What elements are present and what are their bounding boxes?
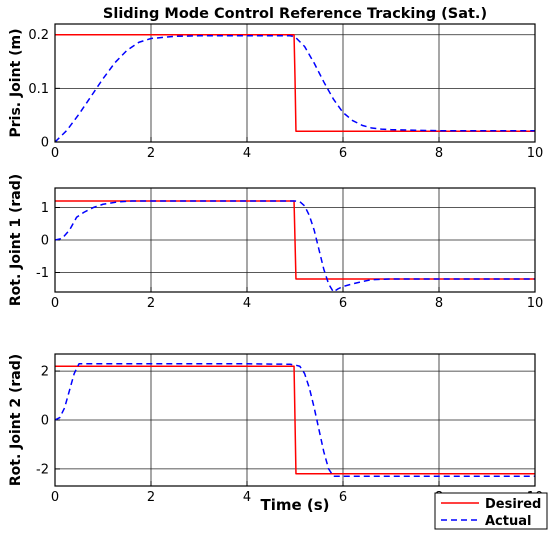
chart-title: Sliding Mode Control Reference Tracking …: [103, 6, 487, 22]
y-tick-label: 0.2: [28, 28, 49, 43]
series-line-actual: [55, 363, 535, 477]
y-tick-label: 0.1: [28, 82, 49, 97]
x-tick-label: 2: [147, 146, 155, 161]
legend-box: [434, 492, 548, 530]
x-tick-label: 0: [51, 146, 59, 161]
y-axis-label: Pris. Joint (m): [8, 28, 24, 137]
y-tick-label: 0: [41, 136, 49, 151]
x-tick-label: 6: [339, 490, 347, 505]
subplot-1: 0 2 4 6 8 10 0 0.1 0.2 Pris. Joint (m): [8, 23, 544, 161]
x-tick-label: 0: [51, 490, 59, 505]
x-tick-label: 8: [435, 296, 443, 311]
series-line-actual: [55, 200, 535, 292]
x-tick-label: 4: [243, 296, 251, 311]
x-tick-label: 0: [51, 296, 59, 311]
x-tick-label: 8: [435, 146, 443, 161]
legend-label-desired: Desired: [485, 497, 541, 512]
axes-frame: [54, 187, 536, 293]
y-tick-label: 1: [41, 201, 49, 216]
y-tick-label: -1: [36, 266, 49, 281]
x-tick-label: 10: [527, 146, 544, 161]
axes-frame: [54, 23, 536, 143]
y-tick-label: -2: [36, 462, 49, 477]
x-tick-label: 4: [243, 146, 251, 161]
x-tick-label: 10: [527, 296, 544, 311]
series-line-desired: [55, 365, 535, 475]
legend: Desired Actual: [434, 492, 548, 530]
y-tick-label: 2: [41, 365, 49, 380]
x-tick-label: 6: [339, 296, 347, 311]
x-tick-label: 2: [147, 490, 155, 505]
axes-frame: [54, 353, 536, 487]
x-tick-label: 2: [147, 296, 155, 311]
y-axis-label: Rot. Joint 1 (rad): [8, 174, 24, 306]
x-axis-label: Time (s): [260, 496, 329, 514]
y-tick-label: 0: [41, 234, 49, 249]
x-tick-label: 4: [243, 490, 251, 505]
series-line-actual: [55, 35, 535, 142]
y-axis-label: Rot. Joint 2 (rad): [8, 354, 24, 486]
x-tick-label: 6: [339, 146, 347, 161]
series-line-desired: [55, 33, 535, 133]
legend-label-actual: Actual: [485, 514, 531, 529]
y-tick-label: 0: [41, 414, 49, 429]
